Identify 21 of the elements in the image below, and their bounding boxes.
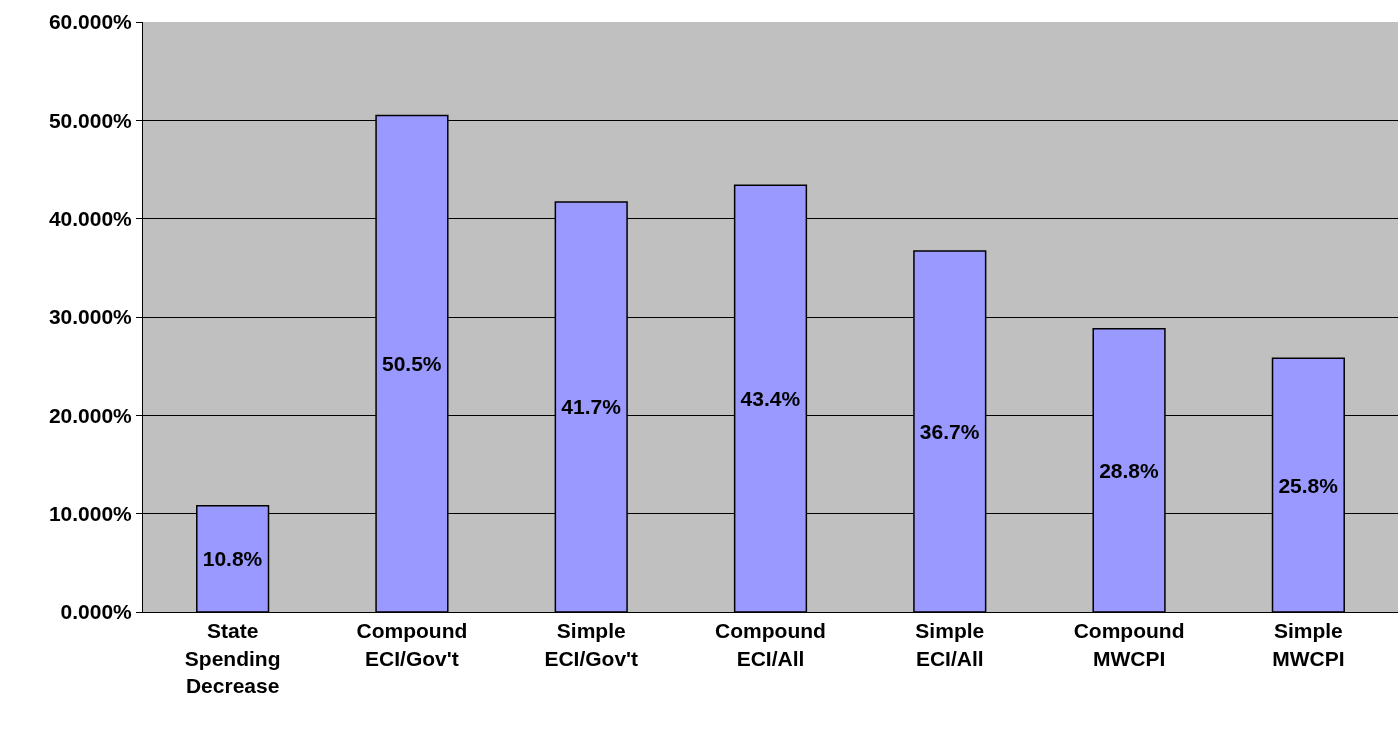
y-tick-label: 30.000%	[48, 305, 133, 329]
data-label: 50.5%	[381, 352, 442, 376]
x-tick-label: Compound ECI/All	[715, 619, 826, 670]
data-label: 43.4%	[740, 387, 801, 411]
data-label: 25.8%	[1278, 473, 1339, 497]
x-tick-label: Simple ECI/All	[915, 619, 985, 670]
x-tick-label: Compound ECI/Gov't	[356, 619, 468, 670]
x-tick-label: Compound MWCPI	[1073, 619, 1185, 670]
y-tick-label: 60.000%	[48, 10, 133, 34]
data-label: 10.8%	[202, 547, 263, 571]
data-label: 28.8%	[1099, 458, 1160, 482]
y-tick-label: 20.000%	[48, 403, 133, 427]
data-label: 36.7%	[919, 420, 980, 444]
x-tick-label: State Spending Decrease	[184, 619, 281, 697]
x-tick-label: Simple ECI/Gov't	[544, 619, 639, 670]
y-tick-label: 10.000%	[48, 502, 133, 526]
y-tick-label: 0.000%	[60, 600, 133, 624]
data-label: 41.7%	[561, 395, 622, 419]
y-tick-label: 50.000%	[48, 108, 133, 132]
x-tick-label: Simple MWCPI	[1272, 619, 1345, 670]
y-tick-label: 40.000%	[48, 207, 133, 231]
